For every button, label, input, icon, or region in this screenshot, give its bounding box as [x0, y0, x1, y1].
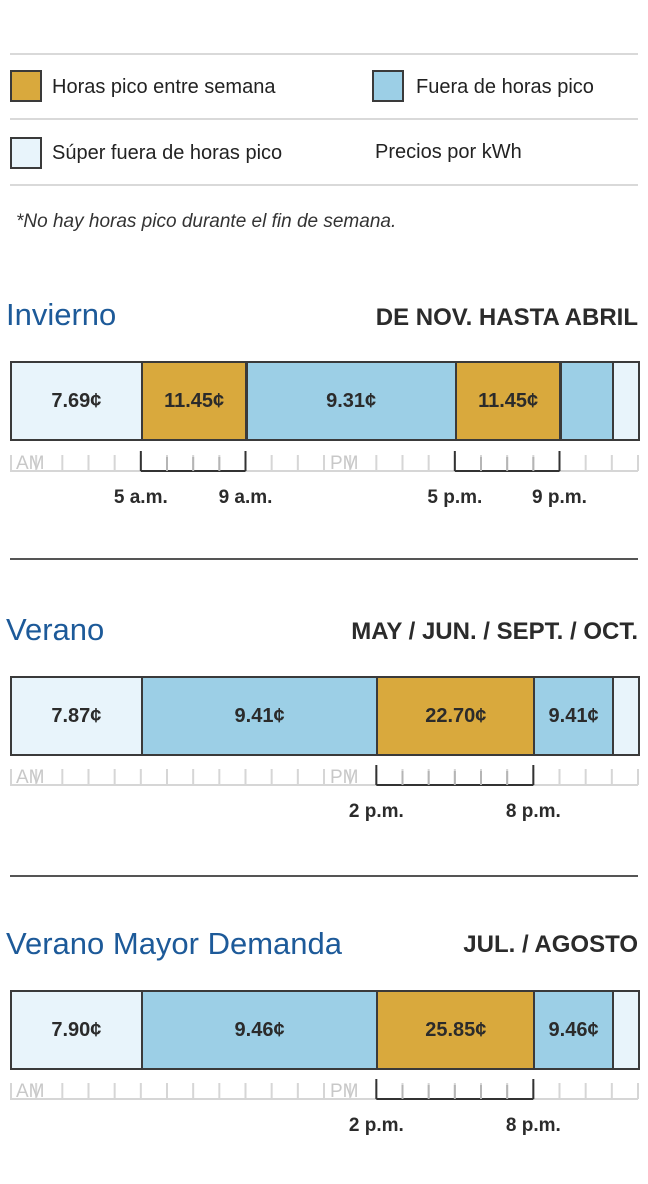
- season-title-summer: Verano: [6, 612, 105, 647]
- season-range-summer: MAY / JUN. / SEPT. / OCT.: [351, 618, 638, 645]
- section-divider-2: [10, 875, 638, 877]
- rate-segment: [611, 361, 640, 441]
- rate-segment: [611, 676, 640, 756]
- am-label: AM: [16, 767, 45, 788]
- rate-bar-winter: 7.69¢ 11.45¢ 9.31¢ 11.45¢: [10, 361, 640, 441]
- rate-segment: [611, 990, 640, 1070]
- rate-segment: 7.90¢: [10, 990, 143, 1070]
- legend-swatch-off-peak: [372, 70, 404, 102]
- legend-unit-label: Precios por kWh: [375, 141, 522, 163]
- peak-start-label: 2 p.m.: [349, 801, 404, 822]
- legend-middle-divider: [10, 118, 638, 120]
- rate-segment: 9.46¢: [533, 990, 614, 1070]
- rate-segment: 7.69¢: [10, 361, 143, 441]
- rate-segment: 11.45¢: [140, 361, 248, 441]
- pm-label: PM: [330, 453, 359, 474]
- rate-segment: 9.46¢: [140, 990, 379, 1070]
- rate-segment: 7.87¢: [10, 676, 143, 756]
- am-label: AM: [16, 1081, 45, 1102]
- rate-segment: 11.45¢: [454, 361, 562, 441]
- legend-label-off-peak: Fuera de horas pico: [416, 76, 594, 98]
- section-divider-1: [10, 558, 638, 560]
- legend-label-super-off-peak: Súper fuera de horas pico: [52, 142, 283, 164]
- rate-segment: 9.41¢: [533, 676, 614, 756]
- peak-end-label: 8 p.m.: [506, 801, 561, 822]
- rate-segment: 9.41¢: [140, 676, 379, 756]
- peak-start-label: 5 a.m.: [114, 487, 168, 508]
- rate-segment: 9.31¢: [245, 361, 457, 441]
- legend-swatch-peak: [10, 70, 42, 102]
- season-range-winter: DE NOV. HASTA ABRIL: [375, 304, 638, 331]
- am-label: AM: [16, 453, 45, 474]
- peak-start-label: 2 p.m.: [349, 1115, 404, 1136]
- time-axis-summer: AM PM 2 p.m. 8 p.m.: [10, 765, 639, 822]
- season-range-peak-summer: JUL. / AGOSTO: [463, 931, 638, 958]
- legend-top-divider: [10, 53, 638, 55]
- peak-end-label: 9 p.m.: [532, 487, 587, 508]
- pm-label: PM: [330, 1081, 359, 1102]
- pm-label: PM: [330, 767, 359, 788]
- rate-segment: [559, 361, 614, 441]
- rate-segment: 22.70¢: [376, 676, 536, 756]
- legend-swatch-super-off-peak: [10, 137, 42, 169]
- weekend-note: *No hay horas pico durante el fin de sem…: [16, 211, 397, 232]
- legend-label-peak: Horas pico entre semana: [52, 76, 276, 98]
- rate-bar-summer: 7.87¢ 9.41¢ 22.70¢ 9.41¢: [10, 676, 640, 756]
- legend-bottom-divider: [10, 184, 638, 186]
- season-title-peak-summer: Verano Mayor Demanda: [6, 926, 343, 961]
- rate-segment: 25.85¢: [376, 990, 536, 1070]
- peak-end-label: 9 a.m.: [219, 487, 273, 508]
- season-title-winter: Invierno: [6, 297, 117, 332]
- rate-bar-peak-summer: 7.90¢ 9.46¢ 25.85¢ 9.46¢: [10, 990, 640, 1070]
- time-axis-peak-summer: AM PM 2 p.m. 8 p.m.: [10, 1079, 639, 1136]
- peak-end-label: 8 p.m.: [506, 1115, 561, 1136]
- peak-start-label: 5 p.m.: [427, 487, 482, 508]
- time-axis-winter: AM PM 5 a.m. 9 a.m. 5 p.m. 9 p.m.: [10, 451, 639, 508]
